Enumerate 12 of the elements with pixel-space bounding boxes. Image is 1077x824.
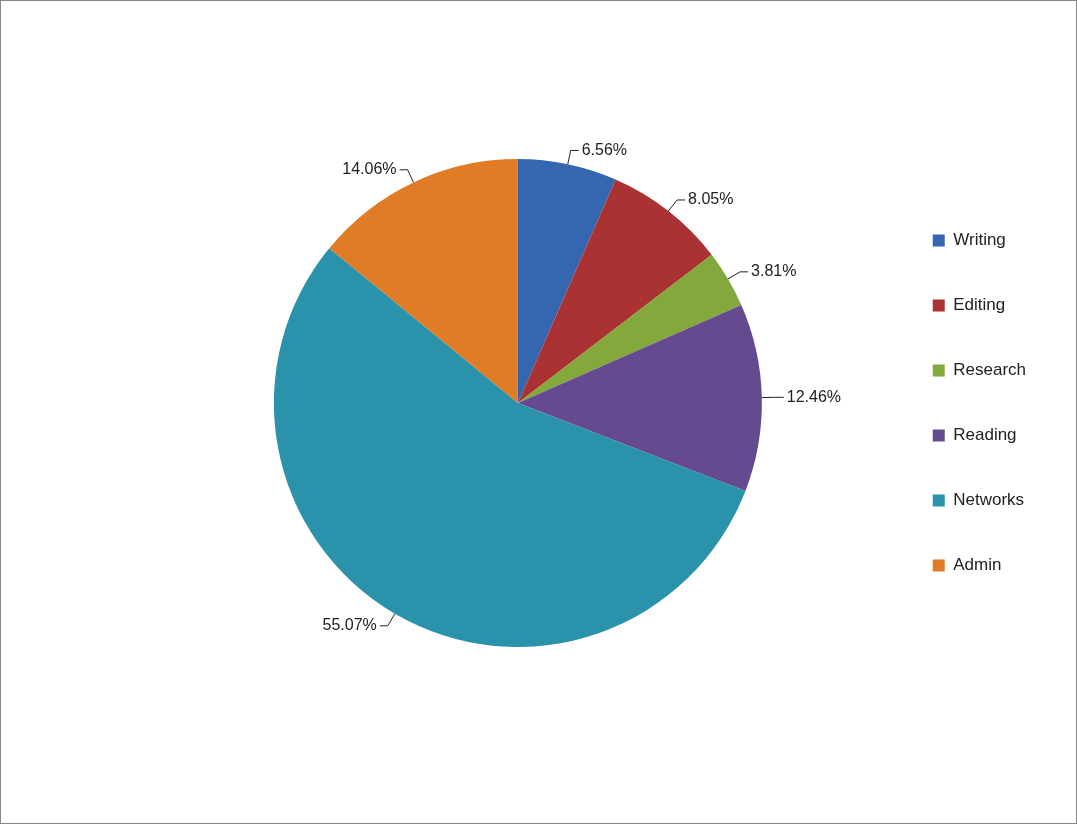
legend-label: Admin <box>953 555 1002 575</box>
legend-label: Editing <box>953 295 1006 315</box>
legend-label: Reading <box>953 425 1017 445</box>
legend-label: Writing <box>953 230 1006 250</box>
data-label: 12.46% <box>786 387 842 405</box>
data-label: 14.06% <box>342 160 397 178</box>
legend-label: Networks <box>953 490 1025 510</box>
legend-label: Research <box>953 360 1027 380</box>
data-label: 3.81% <box>751 262 797 280</box>
data-label: 8.05% <box>688 190 734 208</box>
data-label: 55.07% <box>322 616 377 634</box>
data-label: 6.56% <box>581 140 628 158</box>
